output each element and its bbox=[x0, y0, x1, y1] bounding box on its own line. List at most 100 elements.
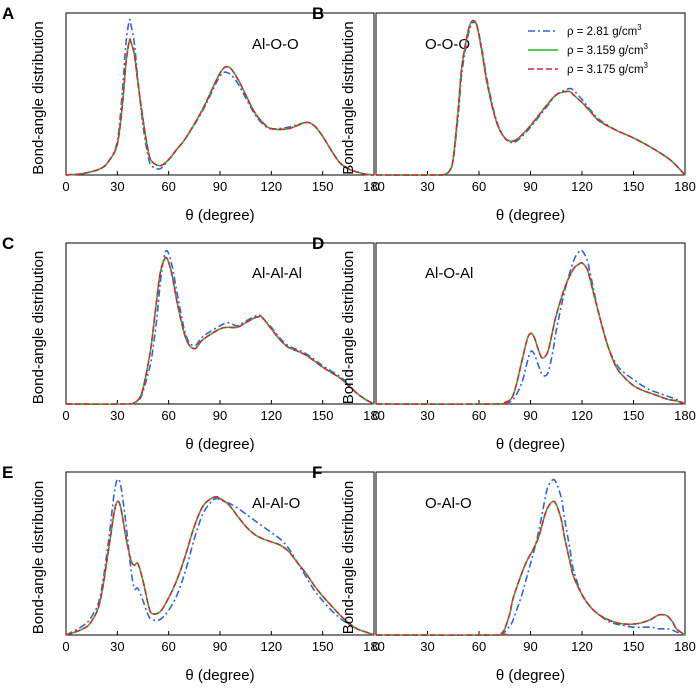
legend-label: ρ = 2.81 g/cm3 bbox=[567, 23, 642, 38]
y-axis-title: Bond-angle distribution bbox=[340, 251, 357, 404]
y-axis-title: Bond-angle distribution bbox=[30, 481, 47, 634]
x-tick-label: 60 bbox=[472, 639, 486, 654]
panel-letter: D bbox=[312, 234, 324, 253]
series-line-2 bbox=[375, 19, 686, 176]
series-line-3 bbox=[65, 38, 375, 176]
x-tick-label: 30 bbox=[110, 639, 124, 654]
x-tick-label: 120 bbox=[260, 179, 282, 194]
x-axis-title: θ (degree) bbox=[496, 667, 565, 684]
panel-title: O-O-O bbox=[425, 36, 470, 53]
x-tick-label: 30 bbox=[110, 408, 124, 423]
y-axis-title: Bond-angle distribution bbox=[30, 251, 47, 404]
x-tick-label: 30 bbox=[110, 179, 124, 194]
x-tick-label: 120 bbox=[260, 639, 282, 654]
series-line-3 bbox=[65, 496, 375, 636]
x-tick-label: 60 bbox=[472, 408, 486, 423]
legend-label-sup: 3 bbox=[644, 61, 649, 70]
legend-item-2: ρ = 3.159 g/cm3 bbox=[528, 42, 649, 57]
series-line-3 bbox=[375, 261, 686, 405]
x-tick-label: 180 bbox=[674, 408, 696, 423]
panel-e: 0 30 60 90 120 150 180 θ (degree) Bond-angle dis… bbox=[2, 463, 385, 684]
x-tick-label: 180 bbox=[674, 639, 696, 654]
panel-b: 0 30 60 90 120 150 180 θ (degree) Bond-angle dis… bbox=[312, 4, 696, 224]
panel-letter: B bbox=[312, 4, 324, 23]
plot-frame bbox=[375, 12, 686, 176]
series-line-3 bbox=[65, 256, 375, 405]
x-tick-label: 120 bbox=[571, 179, 593, 194]
x-tick-label: 60 bbox=[161, 179, 175, 194]
x-tick-label: 150 bbox=[623, 179, 645, 194]
panel-title: O-Al-O bbox=[425, 495, 472, 512]
x-tick-label: 0 bbox=[372, 179, 379, 194]
plot-frame bbox=[65, 12, 375, 176]
x-tick-label: 150 bbox=[312, 179, 334, 194]
panel-a: 0 30 60 90 120 150 180 θ (degree) Bond-angle dis… bbox=[2, 4, 385, 224]
x-tick-label: 180 bbox=[363, 408, 385, 423]
x-tick-label: 120 bbox=[571, 408, 593, 423]
panel-letter: F bbox=[312, 463, 322, 482]
x-tick-label: 90 bbox=[213, 408, 227, 423]
x-tick-label: 150 bbox=[623, 408, 645, 423]
series-line-2 bbox=[375, 500, 686, 636]
panel-title: Al-O-O bbox=[252, 36, 299, 53]
x-tick-label: 150 bbox=[623, 639, 645, 654]
legend-label: ρ = 3.175 g/cm3 bbox=[567, 61, 649, 76]
x-tick-label: 90 bbox=[523, 179, 537, 194]
y-axis-title: Bond-angle distribution bbox=[340, 21, 357, 174]
series-line-1 bbox=[375, 249, 686, 405]
x-tick-label: 180 bbox=[363, 179, 385, 194]
x-tick-label: 0 bbox=[372, 408, 379, 423]
x-tick-label: 90 bbox=[523, 639, 537, 654]
x-axis-title: θ (degree) bbox=[496, 436, 565, 453]
panel-title: Al-Al-Al bbox=[252, 265, 302, 282]
x-tick-label: 0 bbox=[372, 639, 379, 654]
x-axis-title: θ (degree) bbox=[185, 667, 254, 684]
y-axis-title: Bond-angle distribution bbox=[340, 481, 357, 634]
x-tick-label: 30 bbox=[420, 408, 434, 423]
x-tick-label: 30 bbox=[420, 639, 434, 654]
x-tick-label: 120 bbox=[260, 408, 282, 423]
panel-d: 0 30 60 90 120 150 180 θ (degree) Bond-angle dis… bbox=[312, 234, 696, 453]
x-tick-label: 60 bbox=[472, 179, 486, 194]
x-axis-title: θ (degree) bbox=[496, 207, 565, 224]
x-tick-label: 180 bbox=[674, 179, 696, 194]
y-axis-title: Bond-angle distribution bbox=[30, 21, 47, 174]
panel-title: Al-O-Al bbox=[425, 265, 473, 282]
x-tick-label: 0 bbox=[62, 639, 69, 654]
legend-label: ρ = 3.159 g/cm3 bbox=[567, 42, 649, 57]
x-tick-label: 0 bbox=[62, 179, 69, 194]
plot-frame bbox=[65, 471, 375, 636]
legend-label-sup: 3 bbox=[644, 42, 649, 51]
series-line-1 bbox=[375, 478, 686, 636]
x-axis-title: θ (degree) bbox=[185, 207, 254, 224]
panel-f: 0 30 60 90 120 150 180 θ (degree) Bond-angle dis… bbox=[312, 463, 696, 684]
x-tick-label: 90 bbox=[213, 179, 227, 194]
panel-title: Al-Al-O bbox=[252, 495, 300, 512]
series-line-2 bbox=[65, 38, 375, 176]
x-tick-label: 150 bbox=[312, 408, 334, 423]
series-line-2 bbox=[65, 496, 375, 636]
legend-item-1: ρ = 2.81 g/cm3 bbox=[528, 23, 642, 38]
x-axis-title: θ (degree) bbox=[185, 436, 254, 453]
x-tick-label: 0 bbox=[62, 408, 69, 423]
series-line-3 bbox=[375, 19, 686, 176]
legend-label-sup: 3 bbox=[637, 23, 642, 32]
legend-item-3: ρ = 3.175 g/cm3 bbox=[528, 61, 649, 76]
series-line-1 bbox=[65, 249, 375, 405]
panel-letter: C bbox=[2, 234, 14, 253]
plot-frame bbox=[65, 242, 375, 405]
legend: ρ = 2.81 g/cm3 ρ = 3.159 g/cm3 ρ = 3.175 g… bbox=[528, 23, 649, 76]
series-line-1 bbox=[65, 478, 375, 636]
x-tick-label: 90 bbox=[213, 639, 227, 654]
panel-letter: A bbox=[2, 4, 14, 23]
x-tick-label: 30 bbox=[420, 179, 434, 194]
x-tick-label: 180 bbox=[363, 639, 385, 654]
series-line-3 bbox=[375, 500, 686, 636]
x-tick-label: 60 bbox=[161, 408, 175, 423]
x-tick-label: 120 bbox=[571, 639, 593, 654]
panel-letter: E bbox=[2, 463, 13, 482]
x-tick-label: 150 bbox=[312, 639, 334, 654]
x-tick-label: 60 bbox=[161, 639, 175, 654]
